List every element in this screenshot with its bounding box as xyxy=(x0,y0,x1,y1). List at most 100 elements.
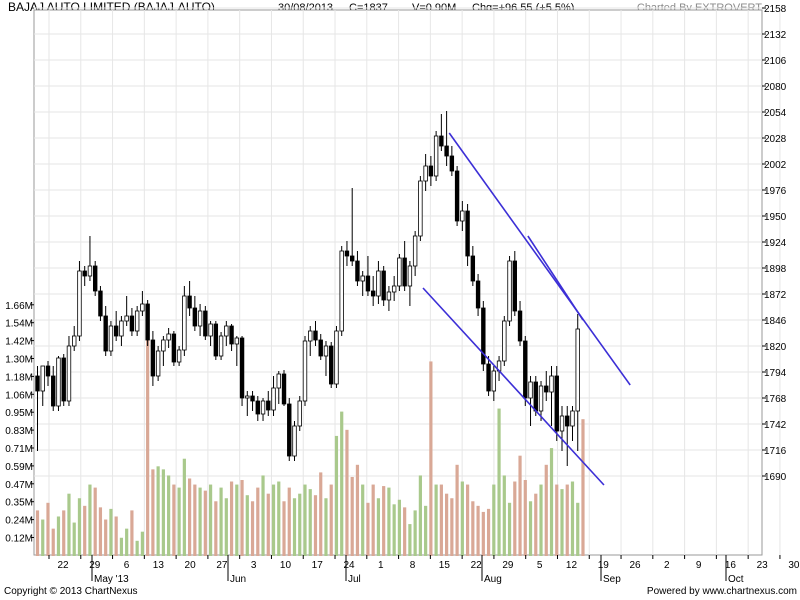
volume-tick-label: 1.54M xyxy=(5,319,33,330)
candle-body xyxy=(528,381,533,399)
volume-bar xyxy=(119,537,124,556)
candle-body xyxy=(308,330,313,342)
volume-tick-label: 0.47M xyxy=(5,480,33,491)
candle-body xyxy=(481,307,486,365)
candle-body xyxy=(570,410,575,427)
volume-bar xyxy=(83,505,87,556)
candle-body xyxy=(533,381,538,412)
volume-bar xyxy=(345,429,349,556)
volume-bar xyxy=(277,481,281,556)
volume-bar xyxy=(41,519,45,556)
candle-body xyxy=(266,400,271,411)
candle-body xyxy=(439,135,444,147)
candle-body xyxy=(40,365,45,392)
candle-body xyxy=(51,375,56,407)
date-tick-label: 20 xyxy=(185,560,197,571)
volume-bar xyxy=(497,408,501,556)
candle-body xyxy=(402,257,407,287)
price-tick-label: 2054 xyxy=(764,108,787,119)
candle-body xyxy=(428,165,434,177)
price-tick-label: 2080 xyxy=(764,82,787,93)
copyright-text: Copyright © 2013 ChartNexus xyxy=(4,586,138,597)
date-tick-label: 27 xyxy=(216,560,228,571)
date-tick-label: 15 xyxy=(439,560,451,571)
volume-bar xyxy=(125,528,129,556)
candle-body xyxy=(82,270,87,277)
volume-bar xyxy=(534,493,538,556)
volume-bar xyxy=(434,484,438,556)
volume-bar xyxy=(397,499,402,556)
volume-tick-label: 0.12M xyxy=(5,534,33,545)
candle-body xyxy=(250,395,255,402)
month-label: Oct xyxy=(728,574,744,585)
candle-body xyxy=(245,395,250,399)
candle-body xyxy=(512,260,517,312)
volume-tick-label: 0.24M xyxy=(5,516,33,527)
volume-bar xyxy=(418,475,422,556)
candle-body xyxy=(559,415,565,432)
volume-bar xyxy=(140,531,144,556)
volume-bar xyxy=(282,501,286,556)
candle-body xyxy=(218,335,224,357)
volume-bar xyxy=(471,501,475,556)
volume-tick-label: 0.59M xyxy=(5,462,33,473)
candle-body xyxy=(538,385,544,412)
candle-body xyxy=(313,330,318,341)
volume-tick-label: 0.35M xyxy=(5,498,33,509)
volume-bar xyxy=(455,464,459,556)
volume-bar xyxy=(172,484,176,556)
volume-bar xyxy=(560,489,564,556)
volume-bar xyxy=(72,522,76,556)
candle-body xyxy=(98,290,103,317)
date-tick-label: 1 xyxy=(378,560,384,571)
volume-bar xyxy=(62,510,66,556)
volume-bar xyxy=(77,498,82,556)
candle-body xyxy=(318,339,323,357)
candle-body xyxy=(124,315,129,322)
volume-bar xyxy=(486,508,491,556)
volume-bar xyxy=(549,448,554,556)
candle-body xyxy=(349,255,355,262)
volume-bar xyxy=(193,484,197,556)
candle-body xyxy=(192,307,198,327)
volume-bar xyxy=(161,469,165,556)
candle-body xyxy=(287,403,292,457)
quote-date: 30/08/2013 xyxy=(278,2,334,14)
candle-body xyxy=(155,350,161,377)
candle-body xyxy=(203,310,208,337)
volume-bar xyxy=(513,481,517,556)
month-label: Aug xyxy=(484,574,502,585)
volume-bar xyxy=(229,481,234,556)
candle-body xyxy=(449,155,455,172)
volume-bar xyxy=(570,481,575,556)
date-tick-label: 17 xyxy=(312,560,324,571)
candle-body xyxy=(391,285,397,293)
volume-bar xyxy=(523,480,527,556)
volume-bar xyxy=(408,524,412,556)
candle-body xyxy=(213,323,219,357)
candle-body xyxy=(208,323,213,337)
volume-bar xyxy=(544,464,548,556)
candle-body xyxy=(465,210,470,257)
trendline xyxy=(527,235,584,321)
volume-bar xyxy=(271,484,276,556)
candle-body xyxy=(77,270,82,337)
candle-body xyxy=(460,210,465,222)
volume-bar xyxy=(429,361,433,556)
volume-tick-label: 1.30M xyxy=(5,355,33,366)
volume-bar xyxy=(308,489,312,556)
volume-bar xyxy=(319,472,323,556)
candle-body xyxy=(397,257,402,287)
volume-bar xyxy=(324,498,328,556)
trendline xyxy=(422,287,605,486)
candle-body xyxy=(454,170,460,222)
volume-bar xyxy=(445,493,449,556)
volume-bar xyxy=(130,510,134,556)
date-tick-label: 12 xyxy=(566,560,578,571)
volume-bar xyxy=(492,484,496,556)
volume-bar xyxy=(581,419,585,556)
candle-body xyxy=(72,335,77,347)
candle-body xyxy=(365,275,371,292)
volume-bar xyxy=(313,495,318,556)
volume-bar xyxy=(224,498,228,556)
